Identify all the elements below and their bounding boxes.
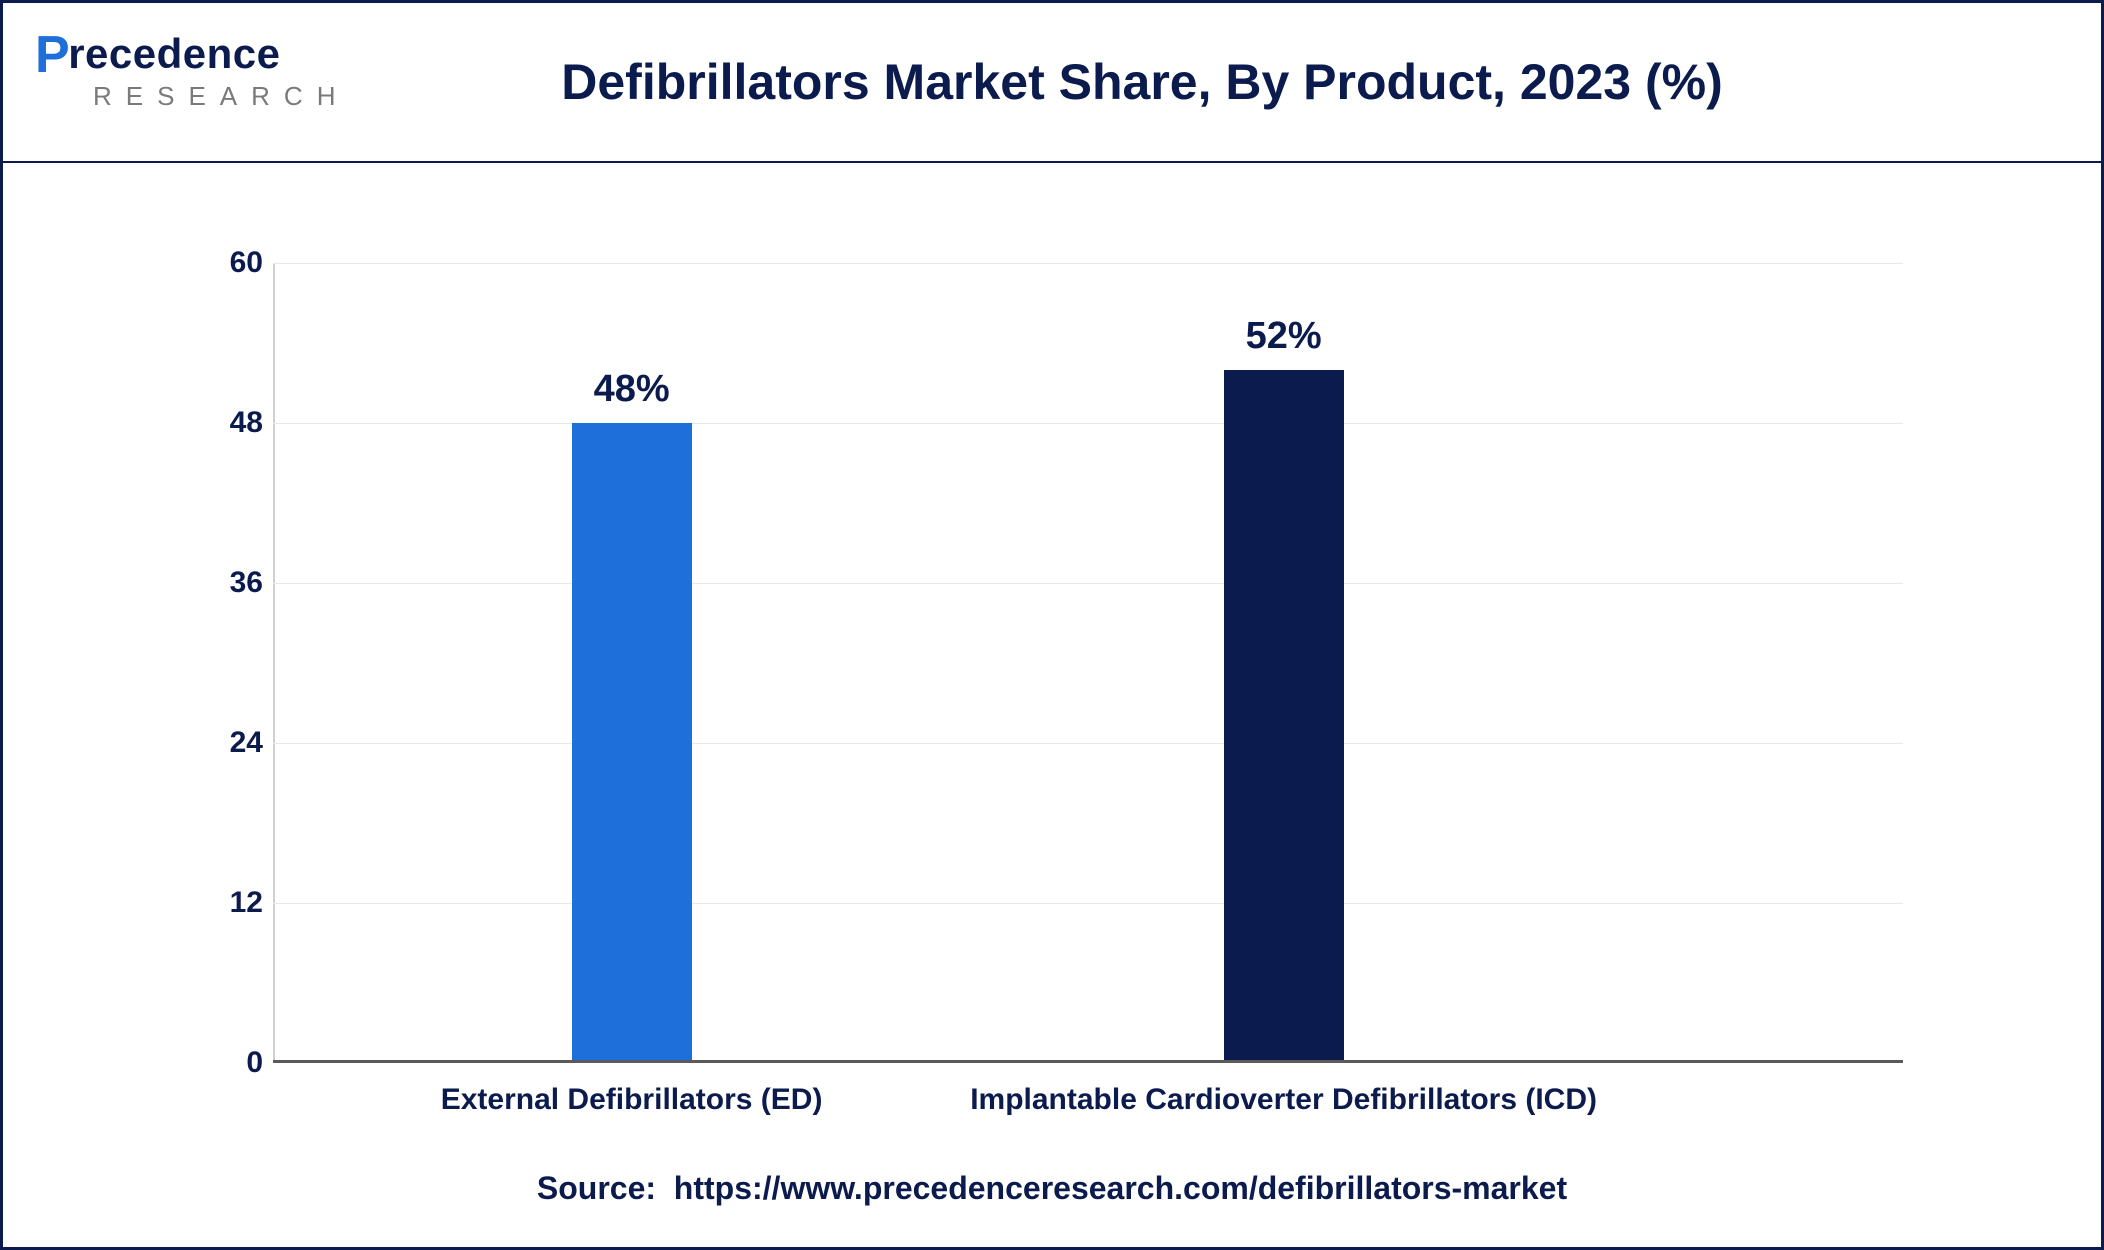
y-axis-line [273, 263, 275, 1063]
y-tick-label: 36 [203, 566, 263, 600]
bar-value-label: 52% [1134, 315, 1434, 358]
x-axis-baseline [273, 1060, 1903, 1063]
y-tick-label: 24 [203, 726, 263, 760]
y-tick-label: 48 [203, 406, 263, 440]
header: Precedence RESEARCH Defibrillators Marke… [3, 3, 2101, 163]
gridline [273, 903, 1903, 904]
y-axis-labels: 01224364860 [203, 263, 263, 1063]
chart-plot-area: 01224364860 48%52% External Defibrillato… [273, 263, 1903, 1063]
x-category-label: Implantable Cardioverter Defibrillators … [970, 1083, 1597, 1117]
bar [1224, 370, 1344, 1063]
logo: Precedence RESEARCH [35, 33, 335, 123]
logo-initial: P [35, 29, 70, 81]
gridline [273, 263, 1903, 264]
logo-wordmark: Precedence [35, 33, 335, 85]
source-line: Source: https://www.precedenceresearch.c… [3, 1170, 2101, 1207]
y-tick-label: 60 [203, 246, 263, 280]
gridline [273, 423, 1903, 424]
bar [572, 423, 692, 1063]
logo-subtext: RESEARCH [93, 81, 335, 112]
logo-rest: recedence [68, 33, 280, 75]
y-tick-label: 12 [203, 886, 263, 920]
source-url: https://www.precedenceresearch.com/defib… [674, 1170, 1567, 1206]
chart-card: Precedence RESEARCH Defibrillators Marke… [0, 0, 2104, 1250]
source-prefix: Source: [537, 1170, 656, 1206]
gridline [273, 583, 1903, 584]
y-tick-label: 0 [203, 1046, 263, 1080]
x-category-label: External Defibrillators (ED) [441, 1083, 823, 1117]
bar-value-label: 48% [482, 368, 782, 411]
gridline [273, 743, 1903, 744]
